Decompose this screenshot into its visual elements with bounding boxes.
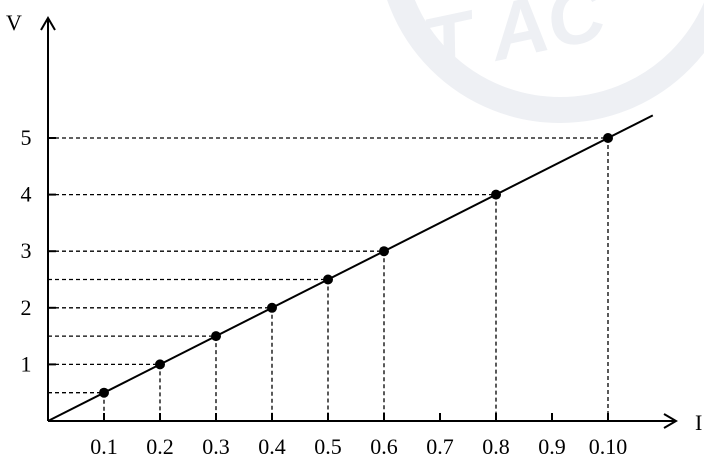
data-point [155,359,165,370]
x-tick-label: 0.6 [370,434,398,459]
data-point [267,302,277,313]
x-tick-label: 0.4 [258,434,286,459]
y-tick-label: 3 [21,238,32,263]
y-axis-arrow-icon [40,16,56,31]
data-point [379,246,389,257]
data-point [211,331,221,342]
x-tick-label: 0.1 [90,434,118,459]
x-tick-label: 0.5 [314,434,342,459]
y-axis-label: V [6,10,22,35]
data-point [323,274,333,285]
x-tick-label: 0.2 [146,434,174,459]
data-point [603,133,613,143]
x-axis-label: I [695,410,702,435]
x-tick-label: 0.9 [538,434,566,459]
x-axis-arrow-icon [663,413,678,429]
x-tick-label: 0.3 [202,434,230,459]
y-tick-label: 1 [21,351,32,376]
y-tick-label: 5 [21,125,32,150]
background-watermark: T AC [387,0,704,123]
x-tick-label: 0.8 [482,434,510,459]
y-tick-label: 4 [21,182,32,207]
y-tick-label: 2 [21,295,32,320]
data-points [99,133,613,398]
guide-lines [48,137,609,421]
data-point [99,387,109,398]
fit-line-group [47,114,654,422]
data-point [491,189,501,200]
x-tick-label: 0.7 [426,434,454,459]
x-tick-labels: 0.1 0.2 0.3 0.4 0.5 0.6 0.7 0.8 0.9 0.10 [90,434,627,459]
axes [40,16,678,429]
fit-line [47,114,654,422]
y-tick-labels: 1 2 3 4 5 [21,125,32,376]
x-tick-label: 0.10 [589,434,628,459]
